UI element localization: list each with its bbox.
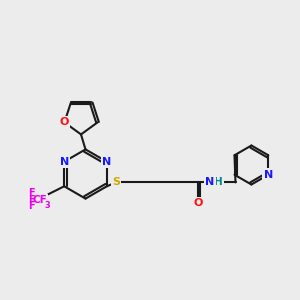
Text: N: N — [102, 157, 111, 167]
Text: 3: 3 — [44, 201, 50, 210]
Text: F: F — [28, 195, 34, 205]
Text: O: O — [60, 117, 69, 128]
Text: CF: CF — [32, 195, 47, 205]
Text: H: H — [214, 177, 223, 188]
Text: N: N — [206, 177, 214, 188]
Text: S: S — [112, 177, 120, 188]
Text: O: O — [193, 198, 202, 208]
Text: N: N — [60, 157, 69, 167]
Text: F: F — [28, 201, 34, 212]
Text: N: N — [264, 170, 273, 180]
Text: F: F — [28, 188, 34, 198]
